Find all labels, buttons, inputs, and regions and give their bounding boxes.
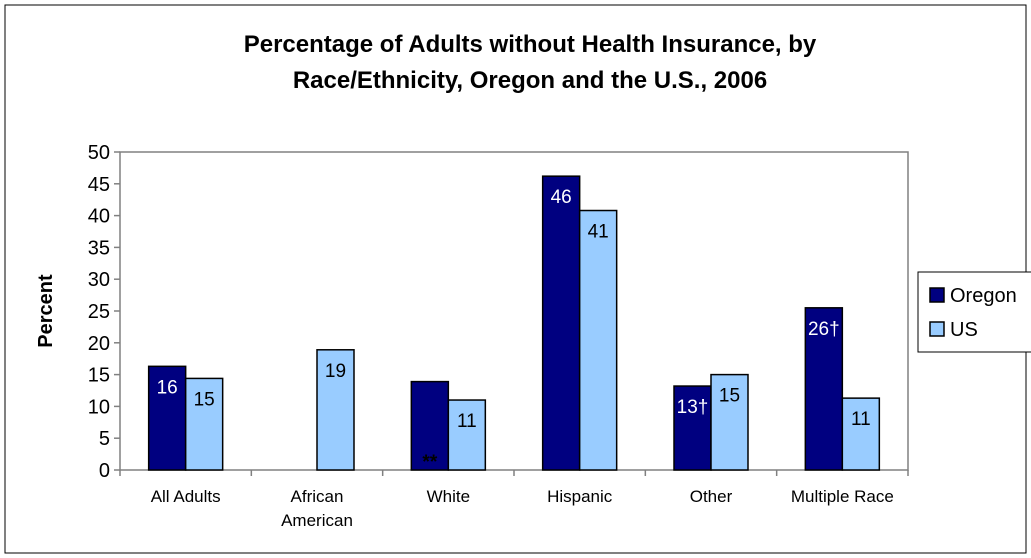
legend-box — [917, 271, 1031, 353]
data-label: 41 — [588, 222, 609, 243]
data-label: 13† — [677, 397, 709, 418]
us-bar — [184, 377, 224, 471]
us-bar — [447, 399, 487, 471]
data-label: ** — [422, 452, 437, 473]
x-category-label: Multiple Race — [791, 487, 894, 506]
data-label: 26† — [808, 319, 840, 340]
x-category-label: Other — [690, 487, 733, 506]
y-tick-label: 10 — [88, 396, 110, 418]
us-bar — [841, 397, 881, 471]
chart-title-line-2: Race/Ethnicity, Oregon and the U.S., 200… — [293, 67, 767, 94]
y-tick-label: 20 — [88, 333, 110, 355]
y-tick-label: 45 — [88, 174, 110, 196]
legend-swatch-oregon — [929, 287, 945, 303]
y-tick-label: 30 — [88, 269, 110, 291]
oregon-bar — [804, 307, 844, 471]
us-bar — [710, 373, 749, 471]
data-label: 11 — [851, 409, 871, 430]
oregon-bar — [410, 380, 450, 471]
y-tick-label: 5 — [99, 428, 110, 450]
legend-swatch-us — [929, 321, 945, 337]
x-category-label: Hispanic — [547, 487, 613, 506]
x-category-label: White — [427, 487, 470, 506]
data-label: 46 — [551, 187, 572, 208]
y-tick-label: 50 — [88, 142, 110, 164]
legend: Oregon US — [917, 271, 1031, 353]
legend-label-oregon: Oregon — [950, 285, 1017, 307]
y-tick-label: 40 — [88, 206, 110, 228]
us-bar — [316, 349, 355, 471]
chart-title-line-1: Percentage of Adults without Health Insu… — [244, 31, 817, 58]
data-label: 11 — [457, 411, 477, 432]
y-tick-label: 25 — [88, 301, 110, 323]
x-category-label: All Adults — [151, 487, 221, 506]
oregon-bar — [147, 365, 187, 471]
y-tick-label: 15 — [88, 365, 110, 387]
data-label: 15 — [194, 389, 215, 410]
us-bar — [578, 209, 618, 471]
legend-label-us: US — [950, 319, 978, 341]
data-label: 15 — [719, 386, 740, 407]
y-tick-label: 0 — [99, 460, 110, 482]
y-tick-label: 35 — [88, 237, 110, 259]
data-label: 16 — [157, 377, 178, 398]
x-category-label: African — [291, 487, 344, 506]
oregon-bar — [541, 175, 581, 471]
plot-area: 0 5 10 15 20 25 30 35 40 45 50 All Adults African Ame… — [88, 142, 909, 530]
data-label: 19 — [325, 361, 346, 382]
y-axis-title: Percent — [35, 274, 57, 348]
x-category-label: American — [281, 511, 353, 530]
